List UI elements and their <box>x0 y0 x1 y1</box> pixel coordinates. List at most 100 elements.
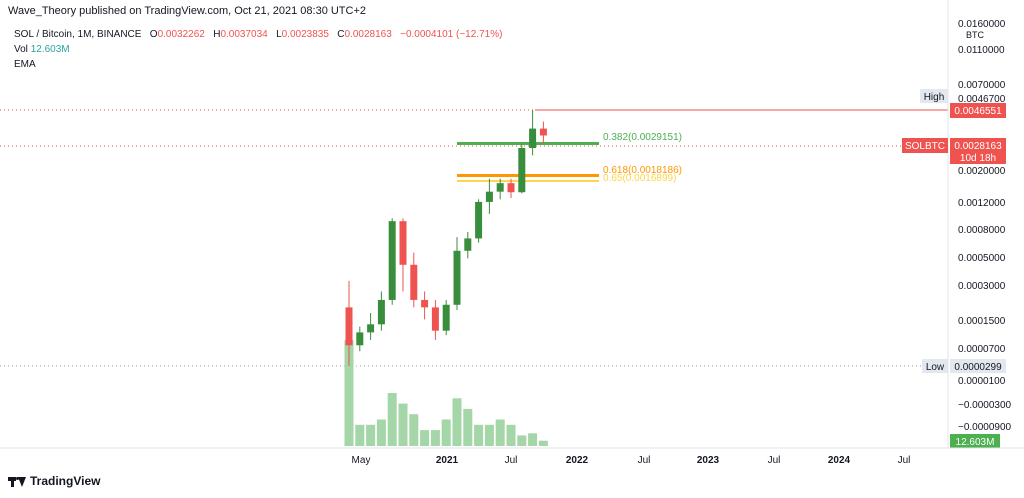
volume-bar <box>409 414 419 446</box>
candle-2020-11[interactable] <box>421 291 429 320</box>
time-axis[interactable]: May 2021 Jul 2022 Jul 2023 Jul 2024 Jul <box>352 455 911 466</box>
price-tick-label: 0.0020000 <box>958 166 1006 177</box>
volume-bar <box>441 419 451 446</box>
fib-065-line[interactable] <box>457 180 599 182</box>
candle-2021-04[interactable] <box>475 199 483 243</box>
volume-bar <box>420 430 430 446</box>
price-tick-label: 0.0000100 <box>958 376 1006 387</box>
candle-body <box>388 221 396 300</box>
fib-0618-line[interactable] <box>457 174 599 177</box>
legend-c-label: C <box>337 29 345 40</box>
candle-2021-02[interactable] <box>453 237 461 311</box>
candle-2021-10[interactable] <box>539 121 547 144</box>
fib-0618-label: 0.618(0.0018186) <box>603 165 682 176</box>
legend-low: 0.0023835 <box>281 29 329 40</box>
candle-2021-01[interactable] <box>442 299 450 336</box>
price-tick-label: 0.0160000 <box>958 19 1006 30</box>
candle-body <box>464 238 472 251</box>
candle-2020-04[interactable] <box>345 280 353 366</box>
candle-series[interactable] <box>345 110 547 366</box>
low-label-bg <box>922 359 948 373</box>
low-value: 0.0000299 <box>954 362 1002 373</box>
time-tick-label: 2022 <box>566 455 589 466</box>
candle-2020-07[interactable] <box>377 291 385 331</box>
time-tick-label: 2024 <box>828 455 851 466</box>
candle-body <box>356 332 364 346</box>
price-tick-label: 0.0005000 <box>958 253 1006 264</box>
volume-bar <box>452 398 462 446</box>
candle-2020-10[interactable] <box>410 252 418 308</box>
legend-o-label: O <box>149 29 158 40</box>
legend-open: 0.0032262 <box>157 29 205 40</box>
legend-vol-label[interactable]: Vol <box>14 44 28 55</box>
footer-brand: TradingView <box>30 474 101 488</box>
legend-change: −0.0004101 (−12.71%) <box>400 29 503 40</box>
time-tick-label: Jul <box>505 455 518 466</box>
candle-2021-07[interactable] <box>507 178 515 199</box>
volume-badge-bg <box>950 434 1000 448</box>
legend-vol-value: 12.603M <box>30 44 70 55</box>
volume-bar <box>398 403 408 446</box>
candle-body <box>529 128 537 149</box>
price-axis[interactable]: 0.0160000 0.0110000 0.0070000 0.0046700 0.00… <box>958 19 1012 433</box>
time-tick-label: 2021 <box>436 455 459 466</box>
candle-body <box>367 324 375 333</box>
legend-volume-row: Vol 12.603M <box>14 42 502 57</box>
price-tick-label: 0.0012000 <box>958 198 1006 209</box>
volume-bar <box>376 419 386 446</box>
candle-body <box>507 183 515 193</box>
volume-bar <box>430 430 440 446</box>
candle-body <box>496 183 504 192</box>
fib-0382-line[interactable] <box>457 142 599 145</box>
candle-body <box>485 191 493 202</box>
volume-bar <box>484 424 494 446</box>
candle-2021-06[interactable] <box>496 178 504 200</box>
candle-2021-03[interactable] <box>464 231 472 259</box>
candle-body <box>453 250 461 305</box>
volume-bar <box>538 440 548 446</box>
candle-body <box>421 299 429 308</box>
legend-l-label: L <box>276 29 282 40</box>
candle-2021-08[interactable] <box>518 143 526 194</box>
tradingview-footer[interactable]: TradingView <box>8 474 100 488</box>
legend-symbol[interactable]: SOL / Bitcoin, 1M, BINANCE <box>14 29 142 40</box>
low-value-badge <box>950 359 1006 373</box>
candle-body <box>410 264 418 300</box>
volume-badge: 12.603M <box>956 437 995 448</box>
candle-body <box>442 304 450 331</box>
price-tick-label: 0.0110000 <box>958 45 1005 56</box>
candle-2020-06[interactable] <box>367 313 375 340</box>
last-price-badge <box>950 138 1006 164</box>
time-tick-label: Jul <box>768 455 781 466</box>
price-tick-label: 0.0070000 <box>958 80 1006 91</box>
legend-high: 0.0037034 <box>220 29 268 40</box>
legend-ema-label[interactable]: EMA <box>14 59 36 70</box>
candle-2021-09[interactable] <box>529 110 537 156</box>
high-value: 0.0046551 <box>954 106 1002 117</box>
candle-2020-12[interactable] <box>431 299 439 340</box>
volume-bar <box>463 408 473 446</box>
candle-2020-05[interactable] <box>356 326 364 352</box>
fib-065-label: 0.65(0.0016899) <box>603 173 676 184</box>
volume-bar <box>474 424 484 446</box>
candle-body <box>431 307 439 331</box>
volume-bar <box>355 424 365 446</box>
price-tick-label: 0.0008000 <box>958 225 1006 236</box>
tradingview-logo-icon <box>8 475 26 487</box>
volume-bar <box>517 435 527 446</box>
candle-body <box>475 201 483 239</box>
volume-bar <box>495 419 505 446</box>
candle-body <box>345 307 353 346</box>
volume-bar <box>506 424 516 446</box>
candle-2020-09[interactable] <box>399 218 407 292</box>
time-tick-label: Jul <box>898 455 911 466</box>
candle-2021-05[interactable] <box>485 178 493 214</box>
candle-2020-08[interactable] <box>388 218 396 305</box>
low-label: Low <box>926 362 945 373</box>
legend-h-label: H <box>213 29 221 40</box>
price-tick-label: 0.0046700 <box>958 94 1006 105</box>
time-tick-label: 2023 <box>697 455 720 466</box>
price-tick-label: 0.0001500 <box>958 316 1006 327</box>
currency-label[interactable]: BTC <box>966 30 985 40</box>
